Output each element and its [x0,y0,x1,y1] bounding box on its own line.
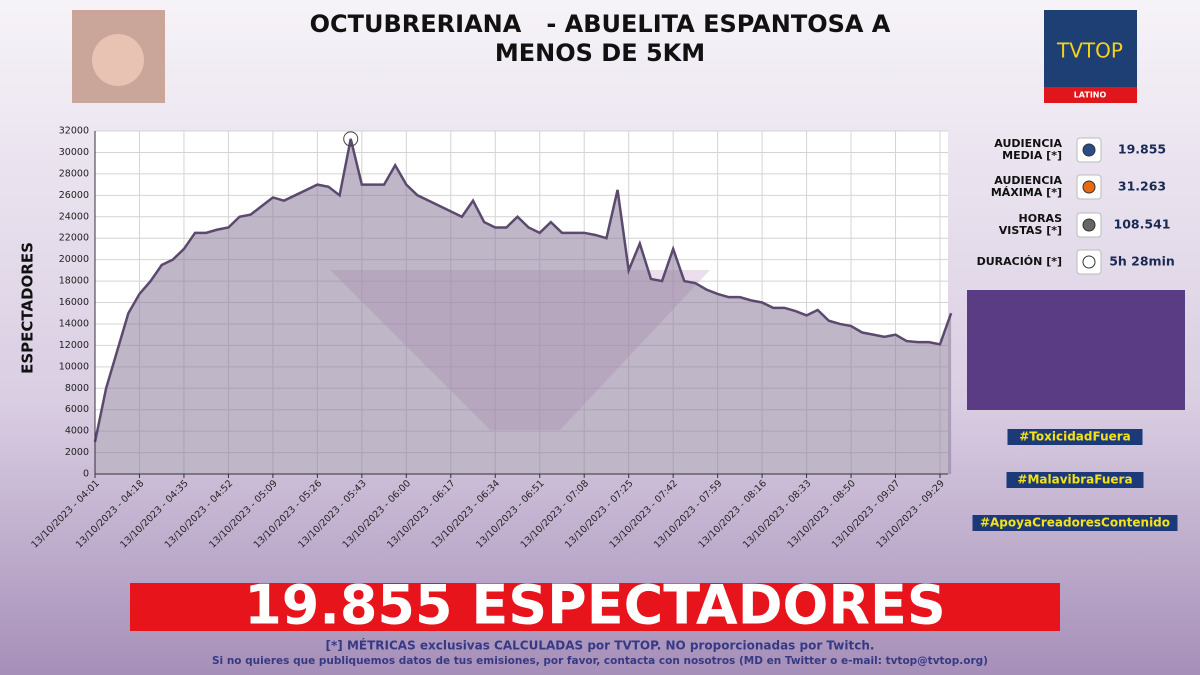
peak-marker [343,131,359,147]
y-tick-label: 26000 [59,190,89,201]
stat-label: MEDIA [*] [1002,149,1062,162]
stat-label: MÁXIMA [*] [991,186,1062,199]
logo-sub: LATINO [1074,91,1107,100]
stat-icon-mark [1082,180,1096,194]
hashtag-bg [972,515,1178,531]
y-tick-label: 20000 [59,254,89,265]
hashtag-bg [1006,472,1144,488]
stat-label: AUDIENCIA [994,137,1062,150]
y-tick-label: 18000 [59,276,89,287]
stat-icon-mark [1082,143,1096,157]
area [95,138,952,474]
stat-value: 31.263 [1118,179,1166,194]
webcam [967,290,1185,410]
title-line: MENOS DE 5KM [495,39,705,67]
y-tick-label: 14000 [59,318,89,329]
banner [130,583,1060,631]
stat-value: 108.541 [1114,217,1171,232]
stat-label: HORAS [1019,212,1063,225]
hashtag: #ApoyaCreadoresContenido [980,516,1170,530]
stat-icon-mark [1082,255,1096,269]
stat-value: 5h 28min [1109,254,1175,269]
y-tick-label: 32000 [59,126,89,137]
logo-band [1044,87,1137,103]
stat-label: VISTAS [*] [999,224,1062,237]
title-line: OCTUBRERIANA - ABUELITA ESPANTOSA A [310,10,891,38]
y-tick-label: 8000 [65,383,89,394]
line [93,138,953,443]
stat-label: AUDIENCIA [994,174,1062,187]
stat-value: 19.855 [1118,142,1166,157]
y-axis-label: ESPECTADORES [19,242,37,374]
stat-icon-mark [1082,218,1096,232]
hashtag: #ToxicidadFuera [1019,430,1131,444]
hashtag-bg [1007,429,1143,445]
logo-text: TVTOP [1056,39,1123,63]
y-tick-label: 4000 [65,426,89,437]
stat-label: DURACIÓN [*] [977,255,1062,268]
y-tick-label: 10000 [59,361,89,372]
hashtag: #MalavibraFuera [1017,473,1132,487]
y-tick-label: 2000 [65,447,89,458]
y-tick-label: 16000 [59,297,89,308]
y-tick-label: 12000 [59,340,89,351]
footer-line: [*] MÉTRICAS exclusivas CALCULADAS por T… [326,638,875,653]
y-tick-label: 22000 [59,233,89,244]
banner-text: 19.855 ESPECTADORES [244,574,946,637]
y-tick-label: 6000 [65,404,89,415]
avatar-face [92,34,144,86]
y-tick-label: 30000 [59,147,89,158]
webcam-light [967,290,1185,410]
footer-line: Si no quieres que publiquemos datos de t… [212,655,988,667]
y-tick-label: 24000 [59,211,89,222]
y-tick-label: 0 [83,469,89,480]
y-tick-label: 28000 [59,168,89,179]
